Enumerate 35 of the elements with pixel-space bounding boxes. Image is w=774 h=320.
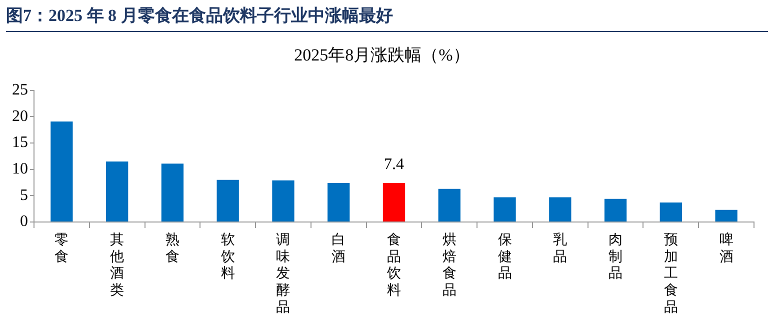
bar	[494, 197, 516, 222]
x-tick-label: 食品饮料	[386, 232, 401, 298]
x-tick-label: 烘焙食品	[442, 232, 456, 298]
x-tick-label: 软饮料	[220, 232, 235, 282]
y-tick-label: 15	[12, 134, 28, 152]
chart-title: 图7：2025 年 8 月零食在食品饮料子行业中涨幅最好	[6, 4, 768, 32]
y-tick-label: 5	[20, 186, 28, 204]
x-tick-label: 乳品	[553, 232, 568, 265]
bar	[106, 161, 128, 222]
bar	[438, 188, 460, 222]
chart-subtitle: 2025年8月涨跌幅（%）	[294, 46, 470, 65]
bar	[660, 202, 682, 222]
y-tick-label: 25	[12, 82, 28, 99]
bar	[216, 180, 239, 222]
x-tick-label: 调味发酵品	[276, 232, 290, 316]
bar	[382, 183, 406, 222]
y-tick-label: 20	[12, 108, 28, 125]
x-tick-label: 预加工食品	[664, 232, 678, 316]
x-tick-label: 保健品	[498, 232, 512, 282]
x-tick-label: 熟食	[165, 232, 180, 265]
y-tick-label: 0	[20, 213, 28, 230]
bar	[328, 183, 350, 222]
bar	[272, 180, 294, 222]
y-tick-label: 10	[12, 160, 28, 178]
x-tick-label: 啤酒	[719, 232, 734, 265]
x-tick-label: 肉制品	[608, 232, 623, 282]
bar	[549, 197, 572, 222]
bar	[715, 210, 738, 222]
bar	[161, 164, 184, 222]
x-tick-label: 零食	[54, 232, 69, 265]
x-tick-label: 白酒	[332, 232, 346, 265]
x-tick-label: 其他酒类	[110, 232, 124, 298]
data-label: 7.4	[384, 156, 404, 174]
bar	[604, 198, 627, 222]
bar	[50, 121, 73, 222]
